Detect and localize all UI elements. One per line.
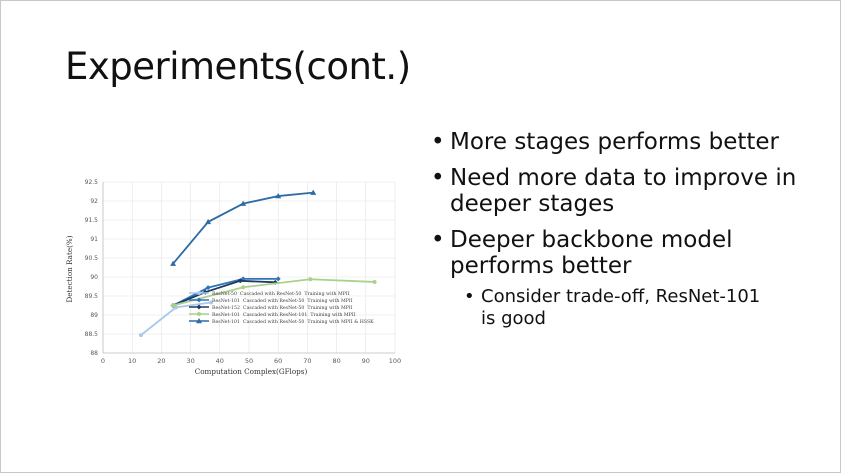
x-tick-label: 100 [389, 357, 401, 365]
bullet-item: • Deeper backbone model performs better [431, 227, 831, 279]
y-tick-label: 91.5 [85, 217, 99, 224]
y-tick-label: 90.5 [85, 255, 99, 262]
legend-label: ResNet-101 Cascaded with ResNet-101 Trai… [212, 312, 356, 318]
bullet-text: Need more data to improve in deeper stag… [450, 165, 797, 217]
y-tick-label: 89 [90, 312, 98, 319]
legend-label: ResNet-101 Cascaded with ResNet-50 Train… [212, 319, 374, 325]
series-line [172, 279, 276, 307]
data-point [240, 200, 247, 206]
legend-label: ResNet-152 Cascaded with ResNet-50 Train… [212, 305, 353, 311]
data-point [209, 300, 214, 305]
legend-swatch-marker [196, 297, 202, 303]
data-point [237, 278, 243, 284]
x-tick-label: 50 [245, 357, 253, 365]
x-tick-label: 10 [128, 357, 136, 365]
data-point [275, 193, 282, 199]
bullet-marker: • [431, 129, 445, 155]
data-point [205, 285, 211, 291]
y-tick-label: 91 [90, 236, 98, 243]
series [138, 189, 377, 338]
series-line [172, 278, 279, 307]
legend-swatch-marker [197, 312, 201, 316]
sub-bullet-item: • Consider trade-off, ResNet-101 is good [431, 286, 771, 330]
y-tick-label: 88 [90, 350, 98, 357]
legend-item: ResNet-101 Cascaded with ResNet-50 Train… [189, 297, 353, 304]
y-tick-label: 88.5 [85, 331, 99, 338]
y-axis-label: Detection Rate(%) [65, 235, 74, 302]
data-point [372, 279, 377, 284]
x-tick-label: 40 [216, 357, 224, 365]
x-axis-label: Computation Complex(GFlops) [195, 367, 308, 376]
bullet-marker: • [464, 286, 475, 307]
x-tick-label: 80 [332, 357, 340, 365]
data-point [275, 276, 281, 282]
bullet-text: More stages performs better [450, 129, 779, 155]
series-4 [171, 277, 377, 308]
bullet-list: • More stages performs better • Need mor… [431, 129, 831, 330]
data-point [241, 285, 246, 290]
legend: ResNet-50 Cascaded with ResNet-50 Traini… [189, 291, 374, 325]
legend-swatch-marker [196, 304, 202, 310]
legend-label: ResNet-50 Cascaded with ResNet-50 Traini… [212, 291, 350, 297]
bullet-item: • More stages performs better [431, 129, 831, 155]
y-tick-label: 92 [90, 198, 98, 205]
slide-title: Experiments(cont.) [65, 45, 411, 88]
legend-item: ResNet-152 Cascaded with ResNet-50 Train… [189, 304, 353, 311]
axes: 0 10 20 30 40 50 60 70 80 90 100 88 88.5 89 89.5 90 90.5… [85, 179, 402, 365]
legend-label: ResNet-101 Cascaded with ResNet-50 Train… [212, 298, 353, 304]
legend-item: ResNet-101 Cascaded with ResNet-50 Train… [189, 318, 374, 325]
data-point [308, 277, 313, 282]
data-point [202, 289, 208, 295]
data-point [272, 279, 278, 285]
data-point [171, 303, 176, 308]
x-tick-label: 0 [101, 357, 105, 365]
line-chart: 0 10 20 30 40 50 60 70 80 90 100 88 88.5 89 89.5 90 90.5… [65, 179, 402, 376]
x-tick-label: 60 [274, 357, 282, 365]
sub-bullet-text: Consider trade-off, ResNet-101 is good [481, 286, 761, 329]
bullet-marker: • [431, 227, 445, 253]
legend-item: ResNet-101 Cascaded with ResNet-101 Trai… [189, 312, 356, 318]
grid [102, 181, 396, 354]
legend-swatch-marker [196, 318, 202, 324]
bullet-text: Deeper backbone model performs better [450, 227, 733, 279]
series-5 [170, 189, 317, 266]
y-tick-label: 92.5 [85, 179, 99, 186]
x-tick-label: 70 [303, 357, 311, 365]
legend-item: ResNet-50 Cascaded with ResNet-50 Traini… [189, 291, 350, 297]
legend-swatch-marker [197, 291, 201, 295]
x-tick-label: 90 [362, 357, 370, 365]
data-point [205, 218, 212, 225]
x-tick-label: 30 [186, 357, 194, 365]
series-3 [170, 278, 278, 308]
data-point [174, 305, 178, 310]
y-tick-label: 90 [90, 274, 98, 281]
series-1 [138, 300, 214, 338]
x-tick-label: 20 [157, 357, 165, 365]
bullet-marker: • [431, 165, 445, 191]
y-tick-label: 89.5 [85, 293, 99, 300]
data-point [138, 333, 143, 338]
series-line [172, 278, 375, 307]
bullet-item: • Need more data to improve in deeper st… [431, 165, 831, 217]
data-point [170, 260, 177, 266]
data-point [310, 189, 317, 195]
